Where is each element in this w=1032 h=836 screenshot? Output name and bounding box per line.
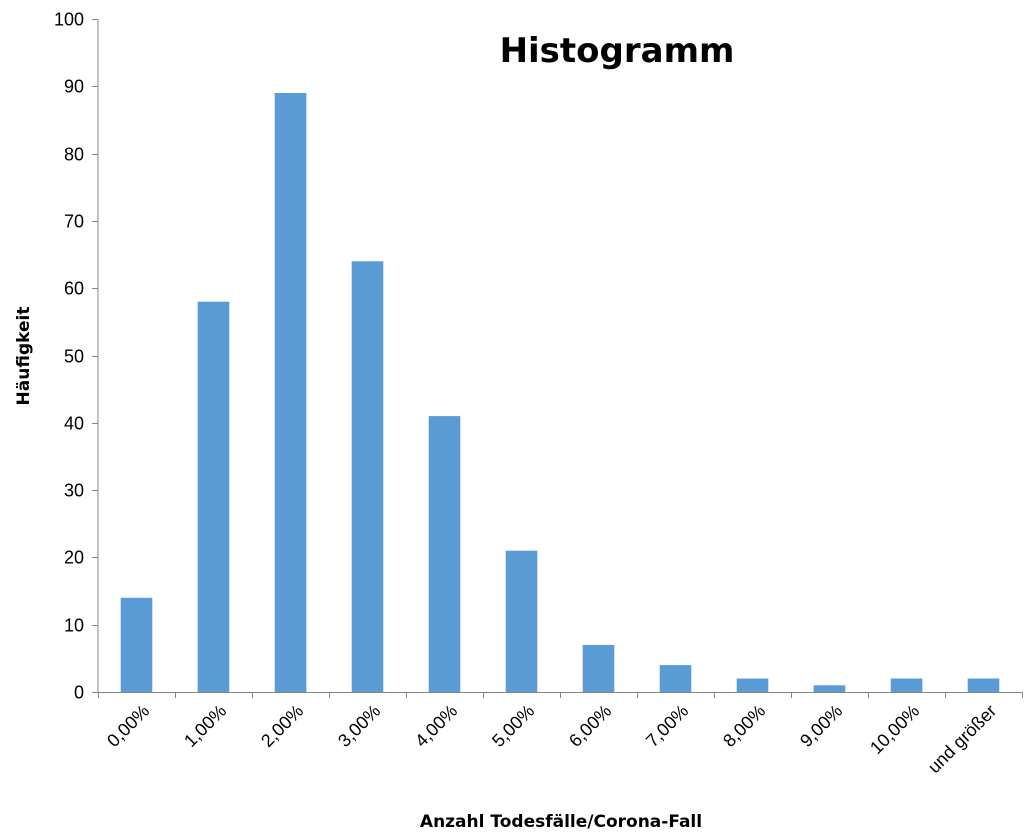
bar xyxy=(120,597,153,692)
bar xyxy=(505,550,538,692)
bar xyxy=(967,678,1000,692)
y-tick-label: 70 xyxy=(64,212,84,232)
bar xyxy=(428,416,461,692)
x-tick-label: 0,00% xyxy=(103,701,153,751)
bar xyxy=(813,685,846,692)
x-tick-label: 7,00% xyxy=(642,701,692,751)
x-tick-label: 8,00% xyxy=(719,701,769,751)
bar xyxy=(351,261,384,692)
chart-title: Histogramm xyxy=(500,31,735,71)
x-tick-label: 6,00% xyxy=(565,701,615,751)
y-tick-label: 80 xyxy=(64,145,84,165)
y-tick-label: 0 xyxy=(74,683,84,703)
y-tick-label: 90 xyxy=(64,77,84,97)
y-axis: 0 10 20 30 40 50 60 70 80 90 100 xyxy=(54,10,99,703)
bars xyxy=(120,93,1000,692)
x-tick-label: und größer xyxy=(924,701,1000,777)
bar xyxy=(582,644,615,692)
x-axis-title: Anzahl Todesfälle/Corona-Fall xyxy=(420,812,702,832)
y-tick-label: 60 xyxy=(64,279,84,299)
y-tick-label: 10 xyxy=(64,616,84,636)
x-tick-label: 1,00% xyxy=(180,701,230,751)
y-tick-label: 100 xyxy=(54,10,84,30)
x-tick-label: 3,00% xyxy=(334,701,384,751)
bar xyxy=(197,301,230,692)
x-tick-label: 10,00% xyxy=(866,701,923,758)
y-axis-title: Häufigkeit xyxy=(14,307,34,406)
y-tick-label: 40 xyxy=(64,414,84,434)
bar xyxy=(659,665,692,692)
x-tick-label: 2,00% xyxy=(257,701,307,751)
bar xyxy=(274,93,307,692)
y-tick-label: 50 xyxy=(64,347,84,367)
y-tick-label: 30 xyxy=(64,481,84,501)
x-tick-label: 4,00% xyxy=(411,701,461,751)
x-tick-label: 9,00% xyxy=(796,701,846,751)
bar xyxy=(890,678,923,692)
y-tick-label: 20 xyxy=(64,548,84,568)
x-axis: 0,00% 1,00% 2,00% 3,00% 4,00% 5,00% 6,00% 7,00%… xyxy=(98,692,1023,777)
bar xyxy=(736,678,769,692)
x-tick-label: 5,00% xyxy=(488,701,538,751)
